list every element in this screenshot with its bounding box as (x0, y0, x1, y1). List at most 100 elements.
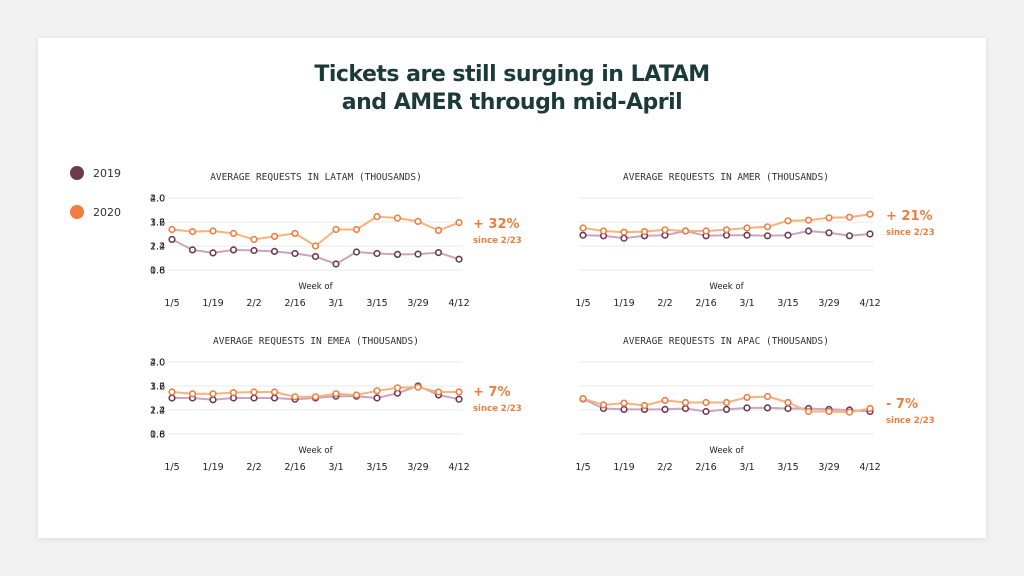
chart1-series-2020-point (455, 219, 463, 227)
chart1-x-tick: 4/12 (448, 298, 469, 309)
chart1-series-2019-point (229, 246, 238, 254)
chart3-series-2019-point (270, 394, 279, 402)
chart3-y-tick: 2.0 (150, 358, 165, 369)
title-line-2: and AMER through mid-April (341, 90, 683, 115)
chart4-x-tick: 1/19 (613, 462, 634, 473)
chart1-series-2020-point (209, 227, 217, 235)
chart3-series-2020-point (455, 388, 463, 396)
chart2-change-label: + 21% (886, 209, 933, 224)
chart1-series-2020-point (393, 214, 402, 222)
chart1-y-tick: 4.0 (150, 194, 165, 205)
chart1-series-2019-point (352, 248, 361, 256)
chart4-x-tick: 2/16 (695, 462, 716, 473)
chart4-series-2019-point (661, 405, 669, 414)
chart3-series-2019-point (373, 394, 381, 402)
chart4-series-2020-point (866, 404, 874, 413)
chart1-series-2020-point (229, 229, 238, 237)
legend-swatch-2020 (70, 205, 84, 219)
chart2-series-2019-point (579, 231, 587, 239)
chart3-series-2020-point (393, 384, 402, 392)
chart1-x-tick: 3/1 (328, 298, 343, 309)
chart1-y-tick: 3.2 (150, 218, 165, 229)
chart1-x-tick: 1/5 (164, 298, 179, 309)
chart2-series-2019-point (763, 232, 772, 240)
chart2-y-tick: 2.0 (150, 194, 165, 205)
chart4-y-tick: 3.2 (150, 382, 165, 393)
chart4-series-2019-point (620, 405, 628, 414)
chart1-change-note: since 2/23 (473, 236, 522, 246)
chart2-y-tick: 1.2 (150, 242, 165, 253)
chart2-series-2019-point (620, 234, 628, 242)
chart2-x-axis-label: Week of (709, 282, 744, 292)
chart1-change-label: + 32% (473, 217, 520, 232)
chart3-y-tick: 1.6 (150, 382, 165, 393)
chart-card (38, 38, 986, 538)
chart4-series-2020-point (763, 392, 772, 401)
chart2-series-2020-point (784, 217, 792, 225)
chart2-series-2020-point (661, 226, 669, 234)
chart3-y-tick: 1.2 (150, 406, 165, 417)
chart4-series-2020-point (845, 408, 854, 416)
chart3-series-2020-point (332, 390, 340, 398)
chart2-series-2019-point (845, 232, 854, 240)
legend-swatch-2019 (70, 166, 84, 180)
chart4-series-2019-point (681, 404, 690, 413)
chart2-series-2020-point (702, 227, 710, 235)
page-title: Tickets are still surging in LATAM and A… (0, 61, 1024, 117)
chart1-series-2019-point (332, 260, 340, 268)
chart1-series-2020-point (291, 229, 299, 237)
chart2-series-2020-point (681, 227, 690, 235)
chart4-series-2019-point (722, 405, 731, 414)
chart2-series-2020-point (722, 226, 731, 234)
chart2-series-2019-point (784, 231, 792, 239)
chart1-x-tick: 1/19 (202, 298, 223, 309)
chart4-x-tick: 1/5 (575, 462, 590, 473)
chart1-series-2020-point (168, 225, 176, 234)
chart2-series-2020-point (743, 224, 751, 232)
chart3-series-2020-point (434, 388, 443, 396)
chart4-series-2020-point (579, 395, 587, 403)
chart2-x-tick: 3/15 (777, 298, 798, 309)
chart4-series-2019-point (763, 404, 772, 412)
chart3-change-label: + 7% (473, 385, 511, 400)
chart4-y-tick: 2.4 (150, 406, 165, 417)
chart1-series-2020-point (311, 242, 320, 250)
chart3-x-tick: 1/19 (202, 462, 223, 473)
legend-label-2020: 2020 (93, 205, 121, 219)
chart1-series-2019-point (393, 250, 402, 258)
chart1-series-2019-point (373, 249, 381, 258)
chart3-series-2019-point (168, 394, 176, 402)
legend-item-2019: 2019 (70, 163, 121, 183)
chart3-series-2020-point (414, 383, 422, 391)
chart2-series-2019-point (804, 227, 813, 235)
chart2-x-tick: 3/29 (818, 298, 839, 309)
chart2-x-tick: 4/12 (859, 298, 880, 309)
chart1-x-tick: 2/2 (246, 298, 261, 309)
chart1-series-2019-point (455, 255, 463, 263)
chart2-x-tick: 1/5 (575, 298, 590, 309)
chart2-series-2020-point (825, 214, 833, 222)
chart3-change-note: since 2/23 (473, 404, 522, 414)
chart1-x-axis-label: Week of (298, 282, 333, 292)
chart3-series-2020-point (352, 391, 361, 399)
chart1-title: AVERAGE REQUESTS IN LATAM (THOUSANDS) (210, 172, 422, 183)
chart2-series-2020-point (620, 228, 628, 236)
chart4-x-tick: 2/2 (657, 462, 672, 473)
chart3-x-tick: 3/15 (366, 462, 387, 473)
chart3-series-2020-point (168, 388, 176, 396)
chart1-series-2020-point (250, 235, 258, 243)
chart3-series-2019-point (209, 396, 217, 404)
chart4-x-tick: 3/29 (818, 462, 839, 473)
chart2-series-2020-point (579, 224, 587, 232)
chart2-series-2020-point (845, 213, 854, 221)
chart2-x-tick: 2/2 (657, 298, 672, 309)
chart4-series-2020-point (620, 399, 628, 407)
chart1-x-tick: 3/15 (366, 298, 387, 309)
chart3-x-tick: 1/5 (164, 462, 179, 473)
chart1-series-2019-point (188, 246, 197, 254)
chart4-series-2020-point (722, 398, 731, 407)
chart1-y-tick: 1.6 (150, 266, 165, 277)
chart2-series-2020-point (804, 216, 813, 224)
chart1-series-2020-point (373, 213, 381, 221)
